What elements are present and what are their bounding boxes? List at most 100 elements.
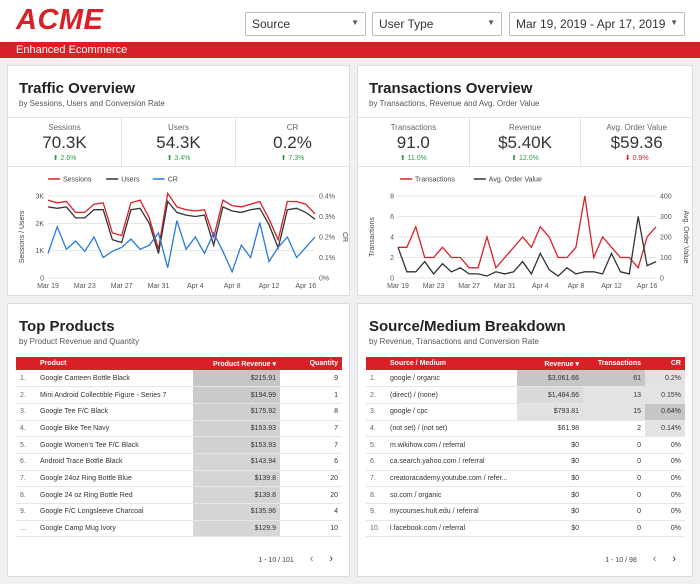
kpi-value: $5.40K — [498, 133, 552, 152]
series-line-transactions — [398, 195, 657, 270]
quantity-cell: 8 — [280, 403, 342, 421]
column-header-product-revenue[interactable]: Product Revenue ▾ — [193, 357, 280, 370]
source-filter-dropdown[interactable]: Source ▼ — [245, 12, 366, 36]
cr-cell: 0% — [645, 436, 685, 454]
row-index: 9. — [366, 503, 386, 521]
source-medium-cell: (not set) / (not set) — [386, 420, 517, 438]
series-line-cr — [47, 220, 316, 274]
products-pagination: 1 - 10 / 101 ‹ › — [258, 553, 333, 565]
table-row[interactable]: 1. Google Canteen Bottle Black $215.91 9 — [16, 370, 342, 388]
transactions-cell: 0 — [583, 503, 645, 521]
pagination-range: 1 - 10 / 101 — [258, 557, 294, 564]
table-row[interactable]: 9. Google F/C Longsleeve Charcoal $135.96 4 — [16, 503, 342, 521]
kpi-sessions: Sessions 70.3K ⬆ 2.6% — [8, 118, 122, 166]
table-row[interactable]: 7. creatoracademy.youtube.com / refer... $… — [366, 470, 685, 488]
product-revenue-cell: $143.94 — [193, 453, 280, 471]
revenue-cell: $0 — [517, 470, 583, 488]
column-header-product[interactable]: Product — [36, 357, 193, 370]
cr-cell: 0% — [645, 470, 685, 488]
column-header-cr[interactable]: CR — [645, 357, 685, 370]
product-revenue-cell: $135.96 — [193, 503, 280, 521]
quantity-cell: 20 — [280, 470, 342, 488]
product-revenue-cell: $215.91 — [193, 370, 280, 388]
chevron-down-icon: ▼ — [487, 18, 495, 27]
x-tick-label: Apr 4 — [187, 283, 204, 290]
quantity-cell: 10 — [280, 520, 342, 538]
product-name-cell: Google Canteen Bottle Black — [36, 370, 193, 388]
cr-cell: 0% — [645, 486, 685, 504]
transactions-cell: 15 — [583, 403, 645, 421]
cr-cell: 0% — [645, 520, 685, 538]
table-row[interactable]: 6. Android Trace Bottle Black $143.94 6 — [16, 453, 342, 471]
kpi-change: ⬆ 2.6% — [52, 155, 77, 162]
x-tick-label: Apr 12 — [259, 283, 280, 290]
next-page-button[interactable]: › — [672, 553, 676, 565]
date-range-label: Mar 19, 2019 - Apr 17, 2019 — [516, 17, 666, 31]
table-row[interactable]: 5. m.wikihow.com / referral $0 0 0% — [366, 436, 685, 454]
row-index: 7. — [366, 470, 386, 488]
y-right-tick-label: 0.4% — [319, 194, 335, 201]
table-row[interactable]: 9. mycourses.hult.edu / referral $0 0 0% — [366, 503, 685, 521]
source-medium-cell: m.wikihow.com / referral — [386, 436, 517, 454]
revenue-cell: $0 — [517, 436, 583, 454]
x-tick-label: Mar 27 — [458, 283, 480, 290]
next-page-button[interactable]: › — [329, 553, 333, 565]
kpi-change: ⬆ 7.3% — [280, 155, 305, 162]
y-left-tick-label: 1K — [35, 248, 44, 255]
app-header: ACME Source ▼ User Type ▼ Mar 19, 2019 -… — [0, 0, 700, 42]
column-header-source-medium[interactable]: Source / Medium — [386, 357, 517, 370]
transactions-overview-card: Transactions Overview by Transactions, R… — [357, 65, 693, 296]
table-row[interactable]: 1. google / organic $3,061.66 61 0.2% — [366, 370, 685, 388]
prev-page-button[interactable]: ‹ — [652, 553, 657, 565]
x-tick-label: Mar 27 — [111, 283, 133, 290]
table-row[interactable]: 4. Google Bike Tee Navy $153.93 7 — [16, 420, 342, 438]
table-row[interactable]: 5. Google Women's Tee F/C Black $153.93 7 — [16, 436, 342, 454]
column-header-quantity[interactable]: Quantity — [280, 357, 342, 370]
kpi-value: 91.0 — [396, 133, 430, 152]
arrow-down-icon: ⬇ — [624, 155, 633, 162]
legend-label: Sessions — [63, 177, 92, 184]
table-row[interactable]: 4. (not set) / (not set) $61.98 2 0.14% — [366, 420, 685, 438]
quantity-cell: 7 — [280, 436, 342, 454]
row-index: 3. — [366, 403, 386, 421]
y-left-tick-label: 6 — [390, 214, 394, 221]
table-row[interactable]: 2. Mini Android Collectible Figure - Seri… — [16, 386, 342, 404]
quantity-cell: 7 — [280, 420, 342, 438]
user-type-filter-dropdown[interactable]: User Type ▼ — [372, 12, 502, 36]
product-revenue-cell: $139.8 — [193, 486, 280, 504]
source-medium-cell: (direct) / (none) — [386, 386, 517, 404]
product-revenue-cell: $139.8 — [193, 470, 280, 488]
transactions-cell: 0 — [583, 520, 645, 538]
table-row[interactable]: 8. Google 24 oz Ring Bottle Red $139.8 20 — [16, 486, 342, 504]
date-range-picker[interactable]: Mar 19, 2019 - Apr 17, 2019 ▼ — [509, 12, 685, 36]
revenue-cell: $0 — [517, 486, 583, 504]
table-row[interactable]: 10. l.facebook.com / referral $0 0 0% — [366, 520, 685, 538]
source-medium-card: Source/Medium Breakdown by Revenue, Tran… — [357, 303, 693, 577]
column-header-revenue[interactable]: Revenue ▾ — [517, 357, 583, 370]
product-revenue-cell: $175.92 — [193, 403, 280, 421]
prev-page-button[interactable]: ‹ — [309, 553, 314, 565]
table-row[interactable]: 3. google / cpc $793.81 15 0.64% — [366, 403, 685, 421]
table-row[interactable]: 7. Google 24oz Ring Bottle Blue $139.8 20 — [16, 470, 342, 488]
table-row[interactable]: ... Google Camp Mug Ivory $129.9 10 — [16, 520, 342, 538]
transactions-cell: 61 — [583, 370, 645, 388]
column-header-transactions[interactable]: Transactions — [583, 357, 645, 370]
legend-label: Transactions — [415, 177, 455, 184]
y-right-tick-label: 0.1% — [319, 255, 335, 262]
kpi-value: 70.3K — [42, 133, 87, 152]
y-left-axis-title: Transactions — [369, 217, 376, 257]
source-medium-cell: so.com / organic — [386, 486, 517, 504]
table-row[interactable]: 6. ca.search.yahoo.com / referral $0 0 0% — [366, 453, 685, 471]
cr-cell: 0.64% — [645, 403, 685, 421]
row-index: 4. — [366, 420, 386, 438]
revenue-cell: $793.81 — [517, 403, 583, 421]
row-index: 1. — [366, 370, 386, 388]
cr-cell: 0.14% — [645, 420, 685, 438]
table-row[interactable]: 8. so.com / organic $0 0 0% — [366, 486, 685, 504]
x-tick-label: Apr 8 — [224, 283, 241, 290]
transactions-overview-title: Transactions Overview — [369, 80, 533, 97]
kpi-label: Transactions — [390, 123, 437, 132]
table-row[interactable]: 2. (direct) / (none) $1,484.66 13 0.15% — [366, 386, 685, 404]
table-row[interactable]: 3. Google Tee F/C Black $175.92 8 — [16, 403, 342, 421]
kpi-change: ⬇ 0.9% — [624, 155, 649, 162]
